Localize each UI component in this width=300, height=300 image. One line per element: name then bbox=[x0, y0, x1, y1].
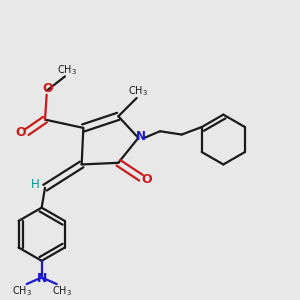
Text: CH$_3$: CH$_3$ bbox=[57, 64, 77, 77]
Text: H: H bbox=[31, 178, 40, 191]
Text: CH$_3$: CH$_3$ bbox=[128, 85, 148, 98]
Text: O: O bbox=[15, 126, 26, 140]
Text: N: N bbox=[37, 272, 47, 285]
Text: N: N bbox=[136, 130, 146, 143]
Text: O: O bbox=[141, 173, 152, 186]
Text: CH$_3$: CH$_3$ bbox=[52, 284, 72, 298]
Text: O: O bbox=[42, 82, 52, 95]
Text: CH$_3$: CH$_3$ bbox=[12, 284, 32, 298]
